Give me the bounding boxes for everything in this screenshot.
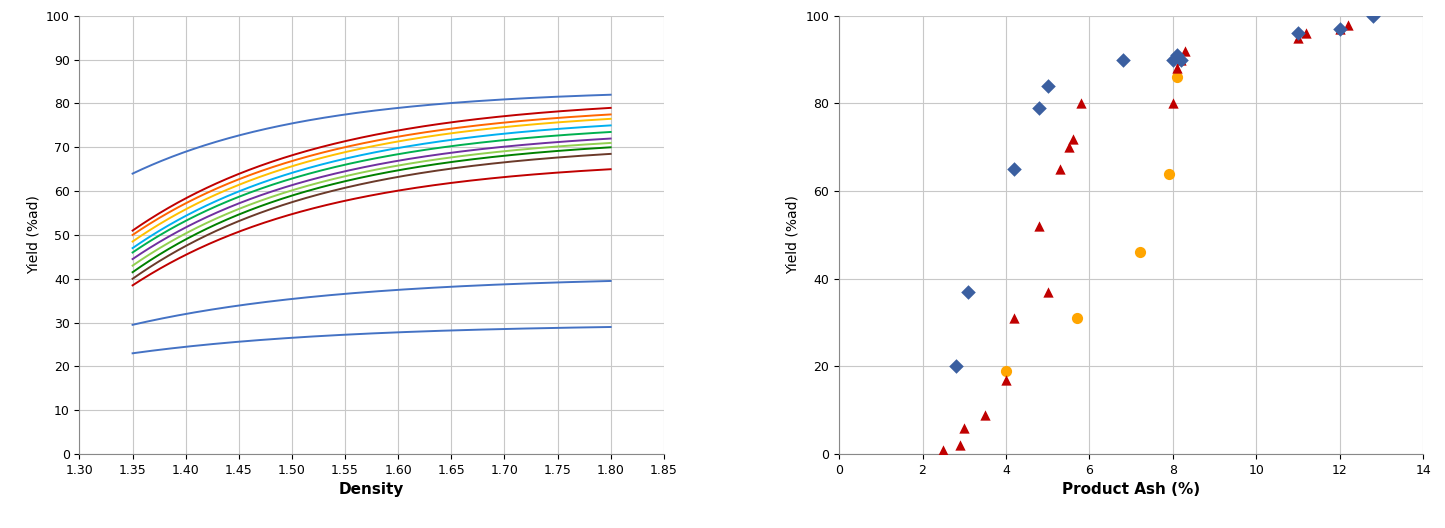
Point: [994, 366, 1017, 375]
Point: [1337, 21, 1360, 29]
Point: [948, 441, 971, 449]
Point: [1003, 314, 1026, 323]
Point: [1069, 99, 1092, 108]
Point: [1049, 165, 1072, 173]
Point: [1162, 99, 1185, 108]
Point: [994, 375, 1017, 384]
Point: [1166, 73, 1189, 81]
Point: [1027, 222, 1051, 230]
Point: [1166, 51, 1189, 60]
Point: [957, 288, 980, 296]
Point: [1286, 29, 1309, 37]
Point: [1361, 12, 1384, 20]
Point: [974, 410, 997, 419]
Point: [1328, 25, 1351, 33]
Point: [1169, 55, 1192, 64]
Point: [1286, 34, 1309, 42]
Point: [1129, 248, 1152, 257]
Point: [1328, 25, 1351, 33]
Point: [1173, 46, 1196, 55]
Point: [945, 362, 968, 371]
Point: [952, 423, 975, 432]
Point: [932, 446, 955, 454]
Point: [1169, 55, 1192, 64]
X-axis label: Density: Density: [340, 483, 405, 497]
Point: [1058, 143, 1081, 152]
Point: [1166, 64, 1189, 73]
Point: [1036, 288, 1059, 296]
Point: [1003, 165, 1026, 173]
Point: [1157, 169, 1181, 178]
Point: [1027, 103, 1051, 112]
Point: [1061, 134, 1084, 143]
Point: [1065, 314, 1088, 323]
Y-axis label: Yield (%ad): Yield (%ad): [26, 195, 40, 275]
Y-axis label: Yield (%ad): Yield (%ad): [786, 195, 801, 275]
Point: [1295, 29, 1318, 37]
Point: [1162, 55, 1185, 64]
Point: [1111, 55, 1134, 64]
Point: [1036, 82, 1059, 90]
X-axis label: Product Ash (%): Product Ash (%): [1062, 483, 1201, 497]
